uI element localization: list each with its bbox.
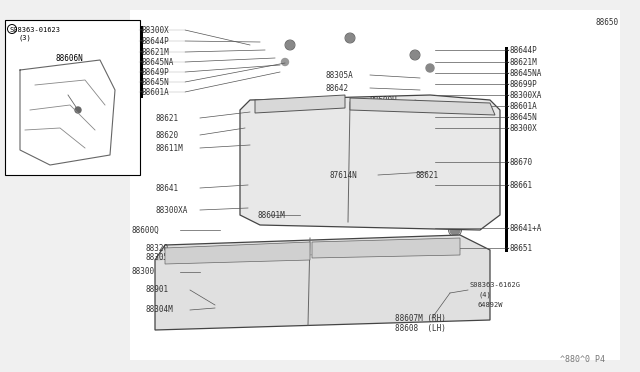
Circle shape [411,51,419,59]
Text: 88320: 88320 [145,244,168,253]
Text: 88641: 88641 [155,183,178,192]
Text: ^880^0 P4: ^880^0 P4 [560,356,605,365]
Text: 88601A: 88601A [142,87,170,96]
Text: 88645NA: 88645NA [142,58,174,67]
Circle shape [282,58,289,65]
Text: 88621M: 88621M [510,58,538,67]
Text: 88300X: 88300X [142,26,170,35]
Bar [505,47,508,252]
Text: 88650: 88650 [595,17,618,26]
Text: 88608  (LH): 88608 (LH) [395,324,446,333]
Text: 88601M: 88601M [258,211,285,219]
Text: 88699P: 88699P [510,80,538,89]
Text: 88607M (RH): 88607M (RH) [395,314,446,323]
Text: 88600H: 88600H [370,96,397,105]
Text: 88645N: 88645N [510,112,538,122]
Text: 88621M: 88621M [142,48,170,57]
Text: S08363-6162G: S08363-6162G [470,282,521,288]
Text: 88606N: 88606N [55,54,83,62]
Text: 88304M: 88304M [145,305,173,314]
Circle shape [450,225,460,235]
Text: 64892W: 64892W [478,302,504,308]
Text: (4): (4) [478,292,491,298]
Text: 88644P: 88644P [142,36,170,45]
Text: 88670: 88670 [510,157,533,167]
Text: 88600Q: 88600Q [132,225,160,234]
Circle shape [346,34,354,42]
Bar [130,10,620,360]
Polygon shape [155,235,490,330]
Text: 87614N: 87614N [330,170,358,180]
Text: 88300XA: 88300XA [155,205,188,215]
Text: 88901: 88901 [145,285,168,295]
Text: 88642: 88642 [325,83,348,93]
Polygon shape [350,98,495,115]
Text: 88649P: 88649P [142,67,170,77]
Text: 88651: 88651 [510,244,533,253]
Polygon shape [312,238,460,258]
Text: 88300X: 88300X [510,124,538,132]
Circle shape [426,64,434,72]
Text: 88300: 88300 [132,267,155,276]
Text: 88305M: 88305M [145,253,173,263]
Circle shape [458,102,465,109]
Circle shape [75,107,81,113]
Circle shape [446,171,454,179]
Circle shape [281,306,289,314]
Text: 88621: 88621 [415,170,438,180]
Circle shape [449,116,456,124]
Text: 88305A: 88305A [325,71,353,80]
Text: 88661: 88661 [510,180,533,189]
Text: 88611M: 88611M [155,144,183,153]
Text: 88644P: 88644P [510,45,538,55]
Circle shape [443,290,453,300]
Polygon shape [240,95,500,230]
Polygon shape [255,95,345,113]
Text: 88645NA: 88645NA [510,68,542,77]
Polygon shape [165,242,310,264]
Text: 88601A: 88601A [510,102,538,110]
Text: (3): (3) [18,35,31,41]
Text: 88621: 88621 [155,113,178,122]
Circle shape [286,41,294,49]
Text: 88300XA: 88300XA [510,90,542,99]
Text: 88645N: 88645N [142,77,170,87]
Text: 88641+A: 88641+A [510,224,542,232]
Text: S08363-01623: S08363-01623 [10,27,61,33]
Circle shape [451,131,458,138]
Circle shape [211,301,219,309]
Bar [140,26,143,98]
Text: 88620: 88620 [155,131,178,140]
Bar [5,20,140,175]
